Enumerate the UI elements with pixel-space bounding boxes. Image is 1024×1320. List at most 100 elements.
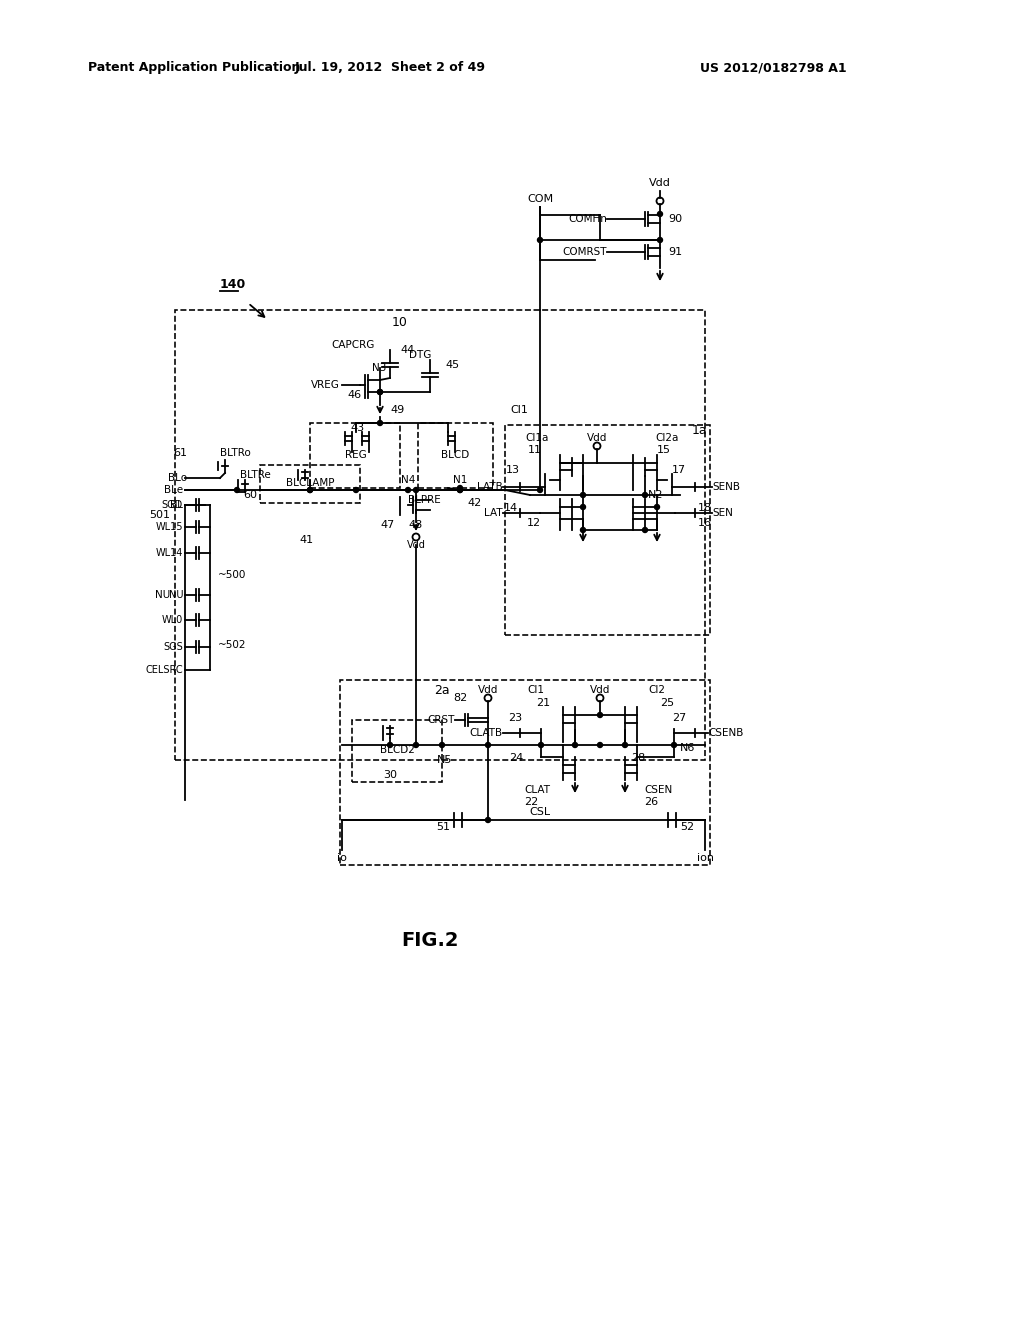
Text: 18: 18 <box>698 503 712 513</box>
Text: 42: 42 <box>467 498 481 508</box>
Text: CLATB: CLATB <box>470 729 503 738</box>
Circle shape <box>597 742 602 747</box>
Text: CSENB: CSENB <box>708 729 743 738</box>
Text: US 2012/0182798 A1: US 2012/0182798 A1 <box>700 62 847 74</box>
Text: 52: 52 <box>680 822 694 832</box>
Circle shape <box>387 742 392 747</box>
Text: 13: 13 <box>506 465 520 475</box>
Text: Vdd: Vdd <box>587 433 607 444</box>
Text: 140: 140 <box>220 279 246 292</box>
Text: CSL: CSL <box>529 807 551 817</box>
Text: 91: 91 <box>668 247 682 257</box>
Text: REG: REG <box>345 450 367 459</box>
Text: 49: 49 <box>390 405 404 414</box>
Text: LATB: LATB <box>477 482 503 492</box>
Text: BL: BL <box>170 500 183 510</box>
Bar <box>418 422 493 488</box>
Text: ion: ion <box>696 853 714 863</box>
Text: BLPRE: BLPRE <box>408 495 440 506</box>
Text: 17: 17 <box>672 465 686 475</box>
Text: LAT: LAT <box>484 508 503 517</box>
Circle shape <box>414 742 419 747</box>
Text: N4: N4 <box>400 475 415 484</box>
Circle shape <box>581 528 586 532</box>
Text: CELSRC: CELSRC <box>145 665 183 675</box>
Text: 1a: 1a <box>692 424 708 437</box>
Text: CAPCRG: CAPCRG <box>332 341 375 350</box>
Text: CLAT: CLAT <box>524 785 550 795</box>
Text: 41: 41 <box>299 535 313 545</box>
Bar <box>310 422 400 488</box>
Bar <box>340 680 710 865</box>
Text: WL14: WL14 <box>156 548 183 558</box>
Text: 26: 26 <box>644 797 658 807</box>
Circle shape <box>657 211 663 216</box>
Circle shape <box>642 528 647 532</box>
Text: CSEN: CSEN <box>644 785 672 795</box>
Circle shape <box>485 742 490 747</box>
Text: 82: 82 <box>454 693 468 704</box>
Text: Cl2a: Cl2a <box>655 433 678 444</box>
Circle shape <box>307 487 312 492</box>
Text: CRST: CRST <box>428 715 455 725</box>
Text: COM: COM <box>527 194 553 205</box>
Text: SGD: SGD <box>162 500 183 510</box>
Text: ~502: ~502 <box>218 640 247 649</box>
Text: 30: 30 <box>383 770 397 780</box>
Text: BLCLAMP: BLCLAMP <box>286 478 334 488</box>
Text: WL15: WL15 <box>156 521 183 532</box>
Text: N3: N3 <box>372 363 386 374</box>
Circle shape <box>485 817 490 822</box>
Bar <box>260 465 360 503</box>
Circle shape <box>642 492 647 498</box>
Circle shape <box>581 504 586 510</box>
Text: Cl1: Cl1 <box>510 405 528 414</box>
Text: 21: 21 <box>536 698 550 708</box>
Bar <box>175 310 705 760</box>
Text: 25: 25 <box>660 698 674 708</box>
Circle shape <box>623 742 628 747</box>
Text: Cl1a: Cl1a <box>525 433 549 444</box>
Circle shape <box>458 486 463 491</box>
Text: 46: 46 <box>347 389 361 400</box>
Text: io: io <box>337 853 347 863</box>
Text: Jul. 19, 2012  Sheet 2 of 49: Jul. 19, 2012 Sheet 2 of 49 <box>295 62 485 74</box>
Text: 51: 51 <box>436 822 450 832</box>
Bar <box>352 719 442 781</box>
Text: Cl1: Cl1 <box>527 685 545 696</box>
Text: 24: 24 <box>509 752 523 763</box>
Text: VREG: VREG <box>311 380 340 389</box>
Text: 23: 23 <box>508 713 522 723</box>
Text: 48: 48 <box>408 520 422 531</box>
Circle shape <box>581 492 586 498</box>
Text: 12: 12 <box>527 517 541 528</box>
Text: 2a: 2a <box>434 684 450 697</box>
Circle shape <box>378 389 383 395</box>
Text: N1: N1 <box>453 475 467 484</box>
Text: 61: 61 <box>173 447 187 458</box>
Text: 15: 15 <box>657 445 671 455</box>
Text: 501: 501 <box>150 510 170 520</box>
Text: 43: 43 <box>350 422 365 433</box>
Circle shape <box>572 742 578 747</box>
Circle shape <box>539 742 544 747</box>
Circle shape <box>597 713 602 718</box>
Circle shape <box>307 487 312 492</box>
Text: BLTRe: BLTRe <box>240 470 270 480</box>
Text: NU: NU <box>169 590 183 601</box>
Circle shape <box>234 487 240 492</box>
Text: N6: N6 <box>680 743 695 752</box>
Text: BLe: BLe <box>164 484 183 495</box>
Text: Vdd: Vdd <box>478 685 499 696</box>
Circle shape <box>414 487 419 492</box>
Text: 27: 27 <box>672 713 686 723</box>
Text: DTG: DTG <box>409 350 431 360</box>
Text: BLCD2: BLCD2 <box>380 744 415 755</box>
Text: Patent Application Publication: Patent Application Publication <box>88 62 300 74</box>
Circle shape <box>439 742 444 747</box>
Circle shape <box>353 487 358 492</box>
Text: WL0: WL0 <box>162 615 183 624</box>
Text: 22: 22 <box>524 797 539 807</box>
Circle shape <box>538 238 543 243</box>
Text: N2: N2 <box>648 490 664 500</box>
